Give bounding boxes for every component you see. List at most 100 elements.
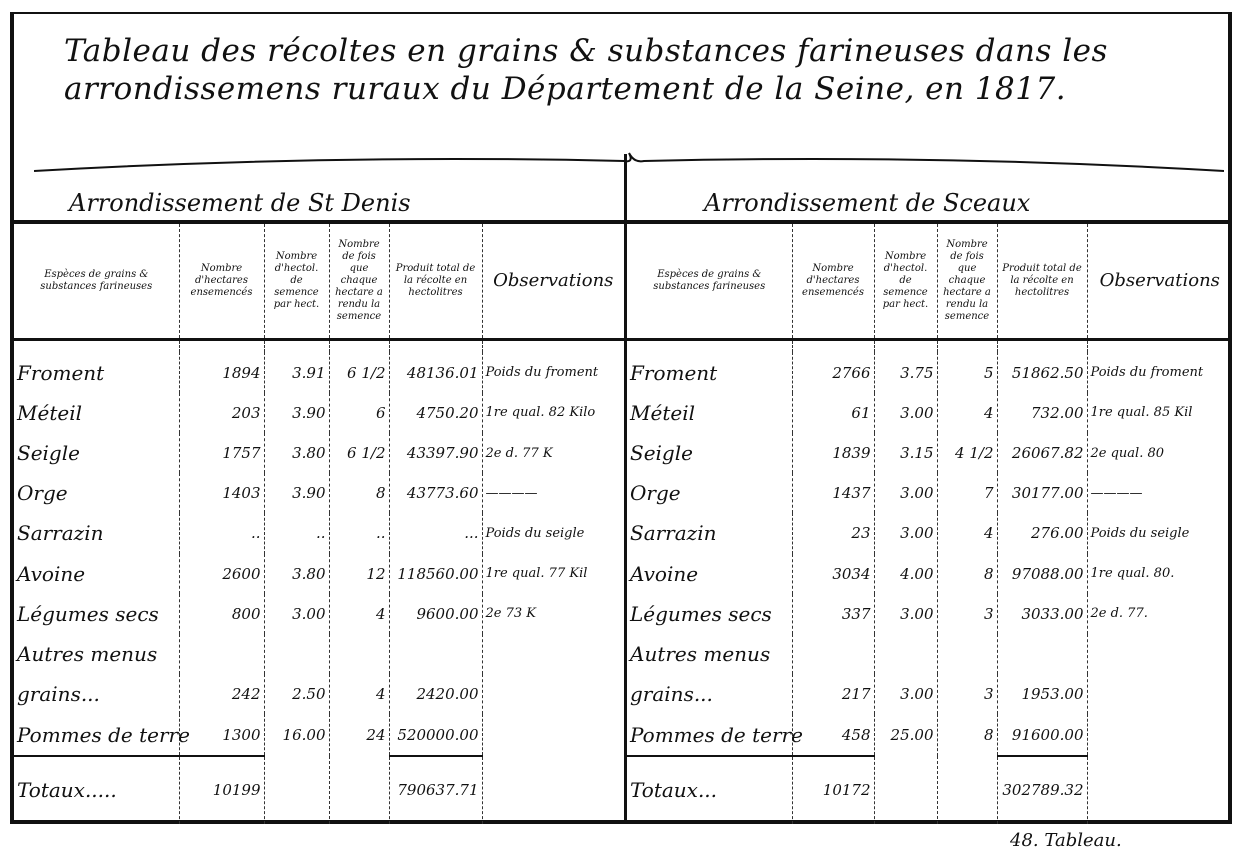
cell-species: Autres menus (17, 642, 158, 667)
empty-cell (873, 755, 937, 824)
table-row: Froment 2766 3.75 5 51862.50 Poids du froment (627, 352, 1232, 393)
table-row: Avoine 2600 3.80 12 118560.00 1re qual. 77 Ki… (14, 553, 624, 594)
cell-obs: 1re qual. 77 Kil (481, 553, 624, 594)
cell-obs: 1re qual. 80. (1086, 553, 1232, 594)
cell-obs: 2e qual. 80 (1086, 432, 1232, 474)
column-header-hectares: Nombre d'hectares ensemencés (791, 224, 874, 342)
cell-species: Seigle (630, 441, 693, 466)
document-title: Tableau des récoltes en grains & substan… (64, 33, 1108, 107)
totals-row: Totaux..... 10199 790637.71 (14, 754, 624, 824)
cell-produit: 43397.90 (388, 432, 482, 474)
cell-produit: 732.00 (996, 392, 1087, 433)
cell-hectares: 1757 (178, 432, 264, 474)
cell-produit: 1953.00 (996, 674, 1087, 715)
cell-semence: .. (263, 513, 329, 554)
cell-produit: ... (388, 513, 482, 554)
cell-produit: 9600.00 (388, 593, 482, 635)
cell-semence (873, 634, 937, 675)
empty-cell (263, 755, 329, 824)
cell-produit: 97088.00 (996, 553, 1087, 594)
table-sceaux: Espèces de grains & substances farineuse… (627, 224, 1232, 824)
cell-obs: 2e d. 77. (1086, 593, 1232, 635)
column-header-species: Espèces de grains & substances farineuse… (14, 224, 179, 342)
cell-species: Avoine (17, 561, 86, 586)
cell-hectares: 1839 (791, 432, 874, 474)
cell-fois: 3 (936, 674, 997, 715)
cell-obs: ———— (1086, 473, 1232, 514)
table-row: Orge 1437 3.00 7 30177.00 ———— (627, 473, 1232, 514)
title-separator-flourish (34, 152, 1224, 172)
cell-semence: 3.75 (873, 352, 937, 393)
cell-species: Pommes de terre (630, 722, 803, 747)
table-row: Pommes de terre 1300 16.00 24 520000.00 (14, 714, 624, 756)
cell-semence: 2.50 (263, 674, 329, 715)
table-row: Sarrazin......... Poids du seigle (14, 513, 624, 554)
totals-label: Totaux... (627, 754, 792, 824)
cell-hectares: 3034 (791, 553, 874, 594)
table-row: Autres menus (627, 634, 1232, 675)
cell-hectares: 1894 (178, 352, 264, 393)
cell-obs (1086, 714, 1232, 756)
totals-row: Totaux... 10172 302789.32 (627, 754, 1232, 824)
cell-hectares: 1437 (791, 473, 874, 514)
cell-hectares: 2600 (178, 553, 264, 594)
cell-obs: Poids du froment (481, 352, 624, 393)
cell-fois: 5 (936, 352, 997, 393)
table-row: Pommes de terre 458 25.00 8 91600.00 (627, 714, 1232, 756)
cell-produit: 48136.01 (388, 352, 482, 393)
cell-species: Sarrazin (17, 521, 104, 546)
cell-fois (936, 634, 997, 675)
cell-species: Légumes secs (17, 601, 159, 626)
cell-hectares: 217 (791, 674, 874, 715)
cell-obs (1086, 634, 1232, 675)
cell-fois: 6 1/2 (328, 352, 389, 393)
total-produit: 302789.32 (996, 754, 1087, 824)
cell-produit: 43773.60 (388, 473, 482, 514)
cell-species: Légumes secs (630, 601, 772, 626)
table-row: Légumes secs 337 3.00 3 3033.00 2e d. 77. (627, 593, 1232, 635)
cell-species: Pommes de terre (17, 722, 190, 747)
column-header-observations: Observations (1086, 224, 1232, 342)
cell-semence: 3.00 (873, 674, 937, 715)
column-header-produit: Produit total de la récolte en hectolitr… (996, 224, 1087, 342)
cell-fois: 12 (328, 553, 389, 594)
header-rule (14, 220, 1232, 224)
cell-fois: 6 (328, 392, 389, 433)
cell-fois: 24 (328, 714, 389, 756)
cell-semence: 3.90 (263, 473, 329, 514)
cell-species: Froment (630, 360, 718, 385)
table-row: Orge 1403 3.90 8 43773.60 ———— (14, 473, 624, 514)
cell-species: Méteil (630, 400, 695, 425)
table-row: Avoine 3034 4.00 8 97088.00 1re qual. 80. (627, 553, 1232, 594)
cell-species: Orge (630, 481, 681, 506)
cell-semence: 3.90 (263, 392, 329, 433)
table-row: Méteil 203 3.90 6 4750.20 1re qual. 82 Kilo (14, 392, 624, 433)
cell-species: Autres menus (630, 642, 771, 667)
cell-fois: 8 (936, 714, 997, 756)
cell-semence: 3.80 (263, 553, 329, 594)
column-header-hectares: Nombre d'hectares ensemencés (178, 224, 264, 342)
cell-hectares (791, 634, 874, 675)
cell-semence: 3.00 (263, 593, 329, 635)
total-hectares: 10172 (791, 754, 874, 824)
column-header-semence: Nombre d'hectol. de semence par hect. (263, 224, 329, 342)
total-produit: 790637.71 (388, 754, 482, 824)
cell-fois: 6 1/2 (328, 432, 389, 474)
empty-cell (1086, 755, 1232, 824)
cell-semence (263, 634, 329, 675)
cell-semence: 3.00 (873, 392, 937, 433)
district-title-sceaux: Arrondissement de Sceaux (704, 189, 1031, 217)
cell-hectares: 1300 (178, 714, 264, 756)
cell-semence: 3.15 (873, 432, 937, 474)
table-st-denis: Espèces de grains & substances farineuse… (14, 224, 624, 824)
cell-obs (481, 674, 624, 715)
table-row: Seigle 1757 3.80 6 1/2 43397.90 2e d. 77 K (14, 432, 624, 474)
cell-produit: 2420.00 (388, 674, 482, 715)
cell-species: grains... (17, 682, 100, 707)
document-sheet: Tableau des récoltes en grains & substan… (10, 12, 1232, 824)
cell-hectares: 23 (791, 513, 874, 554)
cell-obs (481, 634, 624, 675)
cell-produit: 91600.00 (996, 714, 1087, 756)
cell-produit: 26067.82 (996, 432, 1087, 474)
column-header-semence: Nombre d'hectol. de semence par hect. (873, 224, 937, 342)
